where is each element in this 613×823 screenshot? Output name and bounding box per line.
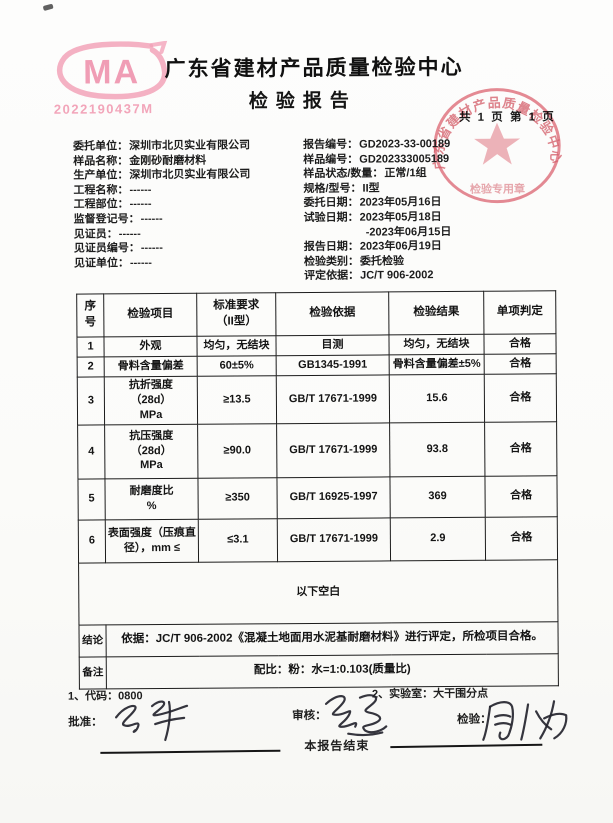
witness-field: 见证员：------ bbox=[73, 227, 141, 241]
witness-unit-field: 见证单位：------ bbox=[73, 256, 152, 270]
col-header-seq: 序号 bbox=[76, 293, 104, 338]
cell-result: 15.6 bbox=[389, 374, 485, 423]
conclusion-label: 结论 bbox=[78, 624, 107, 657]
table-header-row: 序号 检验项目 标准要求 （II型） 检验依据 检验结果 单项判定 bbox=[76, 290, 556, 338]
report-info-section: 委托单位：深圳市北贝实业有限公司 样品名称：金刚砂耐磨材料 生产单位：深圳市北贝… bbox=[73, 136, 574, 285]
remark-text: 配比：粉：水=1:0.103(质量比) bbox=[106, 653, 559, 689]
conclusion-text: 依据：JC/T 906-2002《混凝土地面用水泥基耐磨材料》进行评定，所检项目… bbox=[105, 621, 559, 657]
remark-label: 备注 bbox=[79, 656, 107, 689]
col-header-standard: 标准要求 （II型） bbox=[196, 292, 276, 337]
svg-text:MA: MA bbox=[83, 53, 140, 91]
conclusion-row: 结论 依据：JC/T 906-2002《混凝土地面用水泥基耐磨材料》进行评定，所… bbox=[78, 621, 559, 657]
cell-basis: GB/T 17671-1999 bbox=[277, 517, 391, 562]
cell-standard: ≥350 bbox=[197, 477, 278, 519]
org-title: 广东省建材产品质量检验中心 bbox=[164, 55, 464, 81]
cell-standard: 60±5% bbox=[197, 355, 277, 377]
cell-basis: 目测 bbox=[275, 334, 390, 356]
cma-certificate-number: 2022190437M bbox=[53, 101, 154, 117]
cell-basis: GB/T 17671-1999 bbox=[276, 422, 390, 478]
col-header-item: 检验项目 bbox=[103, 293, 197, 337]
cell-seq: 2 bbox=[77, 356, 105, 378]
table-row: 4 抗压强度 （28d） MPa ≥90.0 GB/T 17671-1999 9… bbox=[77, 421, 557, 479]
table-row: 5 耐磨度比 % ≥350 GB/T 16925-1997 369 合格 bbox=[77, 475, 558, 520]
cell-result: 2.9 bbox=[390, 516, 486, 561]
cell-item: 外观 bbox=[103, 336, 198, 357]
blank-row: 以下空白 bbox=[78, 559, 558, 625]
inspect-signature-line bbox=[390, 743, 543, 749]
cell-basis: GB1345-1991 bbox=[276, 354, 390, 376]
cell-basis: GB/T 17671-1999 bbox=[276, 374, 390, 424]
cell-judgement: 合格 bbox=[484, 353, 557, 375]
cell-result: 93.8 bbox=[389, 421, 485, 477]
cell-item: 表面强度（压痕直 径），mm ≤ bbox=[105, 518, 199, 563]
cell-item: 抗折强度 （28d） MPa bbox=[104, 376, 198, 425]
cell-standard: 均匀，无结块 bbox=[196, 335, 277, 357]
client-field: 委托单位：深圳市北贝实业有限公司 bbox=[73, 139, 251, 153]
cell-seq: 3 bbox=[77, 376, 105, 425]
cma-stamp-outline-icon: MA bbox=[57, 40, 168, 100]
sample-name-field: 样品名称：金刚砂耐磨材料 bbox=[73, 154, 207, 168]
cell-basis: GB/T 16925-1997 bbox=[276, 476, 391, 519]
cell-result: 369 bbox=[389, 475, 486, 518]
report-title: 检验报告 bbox=[248, 90, 357, 113]
cell-judgement: 合格 bbox=[483, 333, 557, 355]
project-name-field: 工程名称：------ bbox=[73, 183, 152, 197]
cell-standard: ≥90.0 bbox=[197, 423, 277, 478]
cell-judgement: 合格 bbox=[485, 516, 558, 560]
results-table: 序号 检验项目 标准要求 （II型） 检验依据 检验结果 单项判定 1 外观 均… bbox=[76, 290, 559, 689]
cell-standard: ≥13.5 bbox=[197, 375, 277, 424]
col-header-result: 检验结果 bbox=[388, 291, 484, 335]
page-count-label: 共 1 页 第 1 页 bbox=[458, 111, 556, 124]
cell-judgement: 合格 bbox=[484, 373, 557, 422]
col-header-basis: 检验依据 bbox=[275, 291, 389, 336]
table-row: 3 抗折强度 （28d） MPa ≥13.5 GB/T 17671-1999 1… bbox=[77, 373, 557, 425]
supervision-no-field: 监督登记号：------ bbox=[73, 212, 163, 226]
cell-judgement: 合格 bbox=[484, 475, 558, 517]
remark-row: 备注 配比：粉：水=1:0.103(质量比) bbox=[79, 653, 559, 689]
review-label: 审核： bbox=[292, 709, 327, 723]
cell-seq: 1 bbox=[76, 336, 105, 358]
project-part-field: 工程部位：------ bbox=[73, 198, 152, 211]
witness-no-field: 见证员编号：------ bbox=[73, 242, 163, 255]
inspect-label: 检验： bbox=[457, 713, 492, 726]
scan-artifact bbox=[42, 3, 54, 12]
end-of-report-label: 本报告结束 bbox=[304, 738, 370, 754]
evaluation-basis-field: 评定依据：JC/T 906-2002 bbox=[304, 269, 434, 283]
report-footer: 1、代码：0800 2、实验室：大干围分点 批准： 审核： 检验： bbox=[68, 684, 569, 777]
code-label: 1、代码：0800 bbox=[67, 690, 143, 703]
cell-item: 骨料含量偏差 bbox=[104, 356, 198, 377]
approve-signature-line bbox=[100, 749, 281, 754]
info-right-column: 报告编号：GD2023-33-00189 样品编号：GD202333005189… bbox=[303, 136, 564, 284]
cell-seq: 5 bbox=[77, 478, 106, 520]
cell-result: 均匀，无结块 bbox=[388, 334, 485, 355]
manufacturer-field: 生产单位：深圳市北贝实业有限公司 bbox=[73, 168, 251, 182]
blank-note: 以下空白 bbox=[78, 559, 558, 625]
info-left-column: 委托单位：深圳市北贝实业有限公司 样品名称：金刚砂耐磨材料 生产单位：深圳市北贝… bbox=[73, 138, 304, 286]
cell-item: 耐磨度比 % bbox=[104, 477, 199, 520]
cell-seq: 6 bbox=[78, 519, 106, 563]
cell-result: 骨料含量偏差±5% bbox=[389, 354, 485, 375]
cell-standard: ≤3.1 bbox=[198, 518, 278, 562]
approve-label: 批准： bbox=[68, 716, 103, 729]
cell-judgement: 合格 bbox=[484, 421, 557, 476]
cma-mark: MA 2022190437M bbox=[53, 40, 172, 122]
table-row: 6 表面强度（压痕直 径），mm ≤ ≤3.1 GB/T 17671-1999 … bbox=[78, 516, 558, 563]
cell-item: 抗压强度 （28d） MPa bbox=[104, 423, 198, 479]
cell-seq: 4 bbox=[77, 424, 105, 479]
lab-label: 2、实验室：大干围分点 bbox=[371, 687, 489, 701]
col-header-judgement: 单项判定 bbox=[483, 290, 556, 335]
